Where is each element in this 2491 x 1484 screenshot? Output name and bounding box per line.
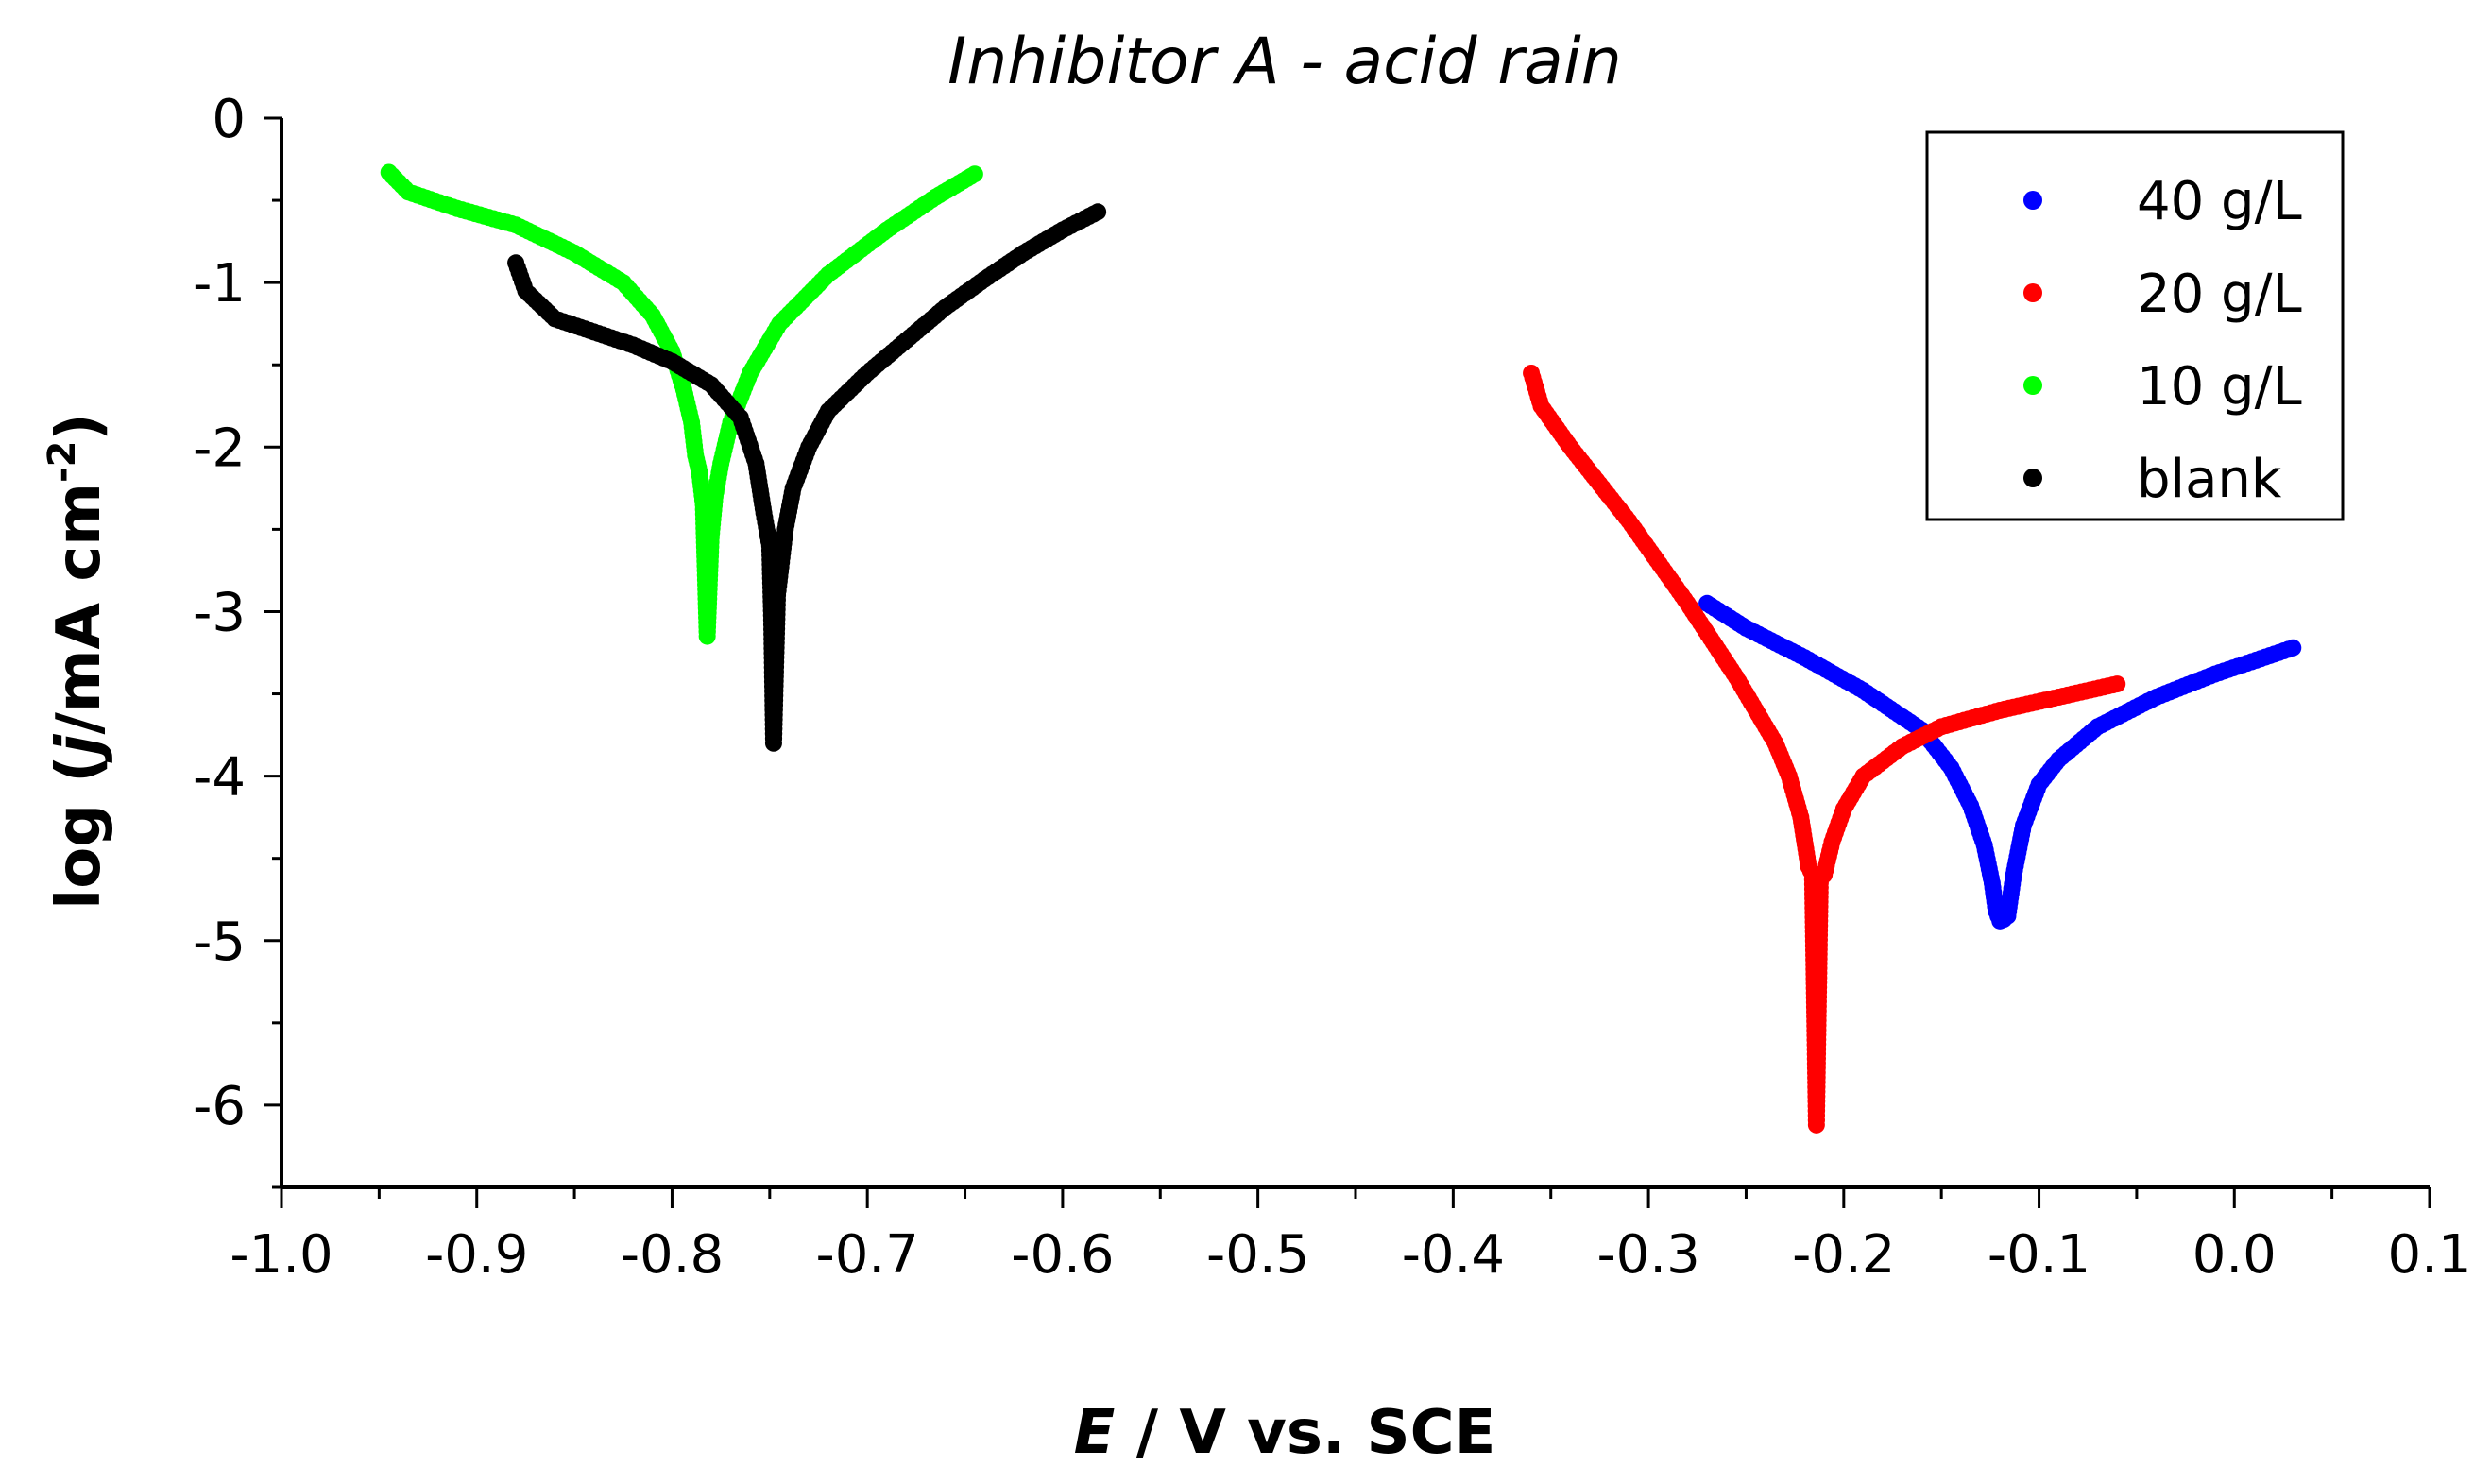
x-axis-label-italic: E <box>1074 1398 1116 1468</box>
x-tick-label: -0.8 <box>621 1224 724 1286</box>
legend-marker <box>2023 191 2042 210</box>
x-tick-label: -1.0 <box>230 1224 333 1286</box>
x-tick-label: -0.9 <box>425 1224 528 1286</box>
y-axis-label-pre: log ( <box>44 755 114 909</box>
y-axis-label-close: ) <box>44 413 114 440</box>
x-tick-label: -0.1 <box>1988 1224 2090 1286</box>
series-blank <box>507 203 1107 752</box>
legend-label: blank <box>2137 449 2282 510</box>
data-series <box>380 163 2302 1134</box>
x-tick-label: 0.1 <box>2387 1224 2471 1286</box>
x-tick-label: -0.2 <box>1792 1224 1895 1286</box>
y-tick-label: -2 <box>193 418 246 479</box>
y-axis-ticks: 0 -1 -2 -3 -4 -5 -6 <box>193 89 282 1189</box>
y-tick-label: -3 <box>193 582 246 643</box>
legend-label: 40 g/L <box>2137 171 2302 232</box>
legend: 40 g/L 20 g/L 10 g/L blank <box>1925 130 2345 521</box>
x-tick-label: -0.7 <box>816 1224 919 1286</box>
legend-marker <box>2023 469 2042 487</box>
legend-box <box>1925 130 2345 521</box>
data-point <box>965 165 983 183</box>
x-axis-label: E / V vs. SCE <box>1074 1398 1496 1468</box>
x-axis-label-rest: / V vs. SCE <box>1115 1398 1495 1468</box>
y-tick-label: -4 <box>193 747 246 809</box>
legend-marker <box>2023 376 2042 395</box>
series-20-g-l <box>1523 364 2126 1134</box>
legend-label: 20 g/L <box>2137 264 2302 325</box>
data-point <box>1089 203 1107 221</box>
y-tick-label: 0 <box>212 89 246 150</box>
series-40-g-l <box>1698 594 2302 930</box>
x-tick-label: -0.3 <box>1596 1224 1699 1286</box>
y-axis-label-post: /mA cm <box>44 483 114 735</box>
y-tick-label: -1 <box>193 253 246 315</box>
series-10-g-l <box>380 163 983 645</box>
data-point <box>2108 675 2126 693</box>
x-tick-label: -0.5 <box>1206 1224 1309 1286</box>
y-axis-label-sup: -2 <box>41 441 84 483</box>
y-tick-label: -5 <box>193 912 246 973</box>
data-point <box>2284 639 2302 657</box>
y-tick-label: -6 <box>193 1076 246 1137</box>
x-axis-ticks: -1.0 -0.9 -0.8 -0.7 -0.6 -0.5 -0.4 -0.3 -0.2 -0.1… <box>230 1187 2472 1286</box>
y-axis-label: log (j/mA cm-2) <box>41 413 114 909</box>
legend-label: 10 g/L <box>2137 356 2302 418</box>
x-tick-label: 0.0 <box>2192 1224 2277 1286</box>
legend-marker <box>2023 283 2042 302</box>
x-tick-label: -0.4 <box>1402 1224 1505 1286</box>
x-tick-label: -0.6 <box>1011 1224 1114 1286</box>
chart-title: Inhibitor A - acid rain <box>947 25 1622 99</box>
